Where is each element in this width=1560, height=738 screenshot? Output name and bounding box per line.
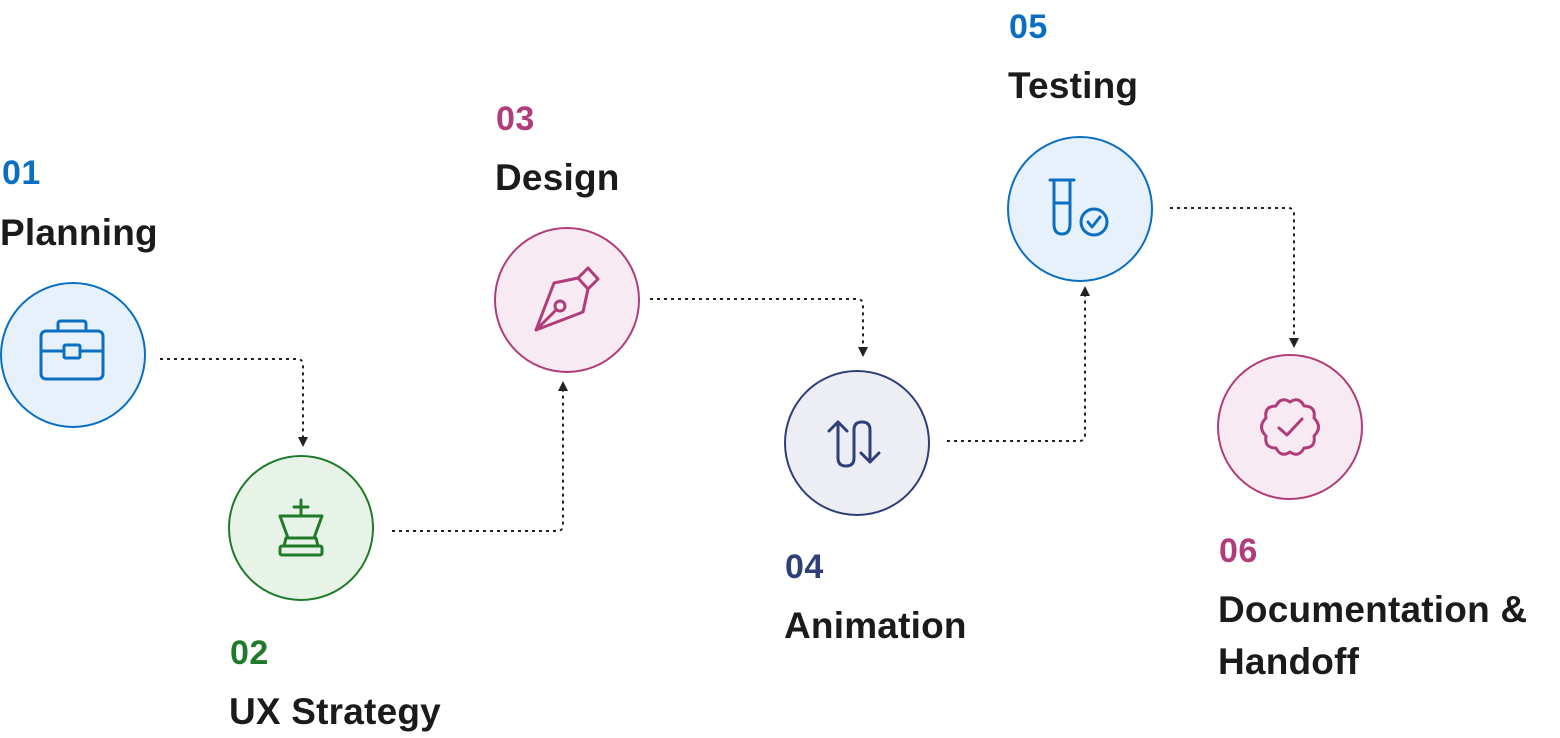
step-number-ux-strategy: 02	[230, 634, 269, 672]
step-title-planning: Planning	[0, 207, 158, 259]
step-title-line: Planning	[0, 212, 158, 253]
pen-nib-icon	[534, 266, 600, 332]
step-number-testing: 05	[1009, 8, 1048, 46]
step-title-ux-strategy: UX Strategy	[229, 686, 441, 738]
connector-planning-to-ux-strategy	[160, 358, 308, 447]
step-title-handoff: Documentation & Handoff	[1218, 584, 1527, 688]
step-number-planning: 01	[2, 154, 41, 192]
test-tube-check-icon	[1048, 178, 1109, 237]
step-title-line: Design	[495, 157, 620, 198]
step-planning-node	[0, 282, 146, 428]
step-title-line: Documentation &	[1218, 589, 1528, 630]
connector-testing-to-handoff	[1170, 207, 1299, 348]
step-title-line: Animation	[784, 605, 967, 646]
step-ux-strategy-node	[228, 455, 374, 601]
step-title-design: Design	[495, 152, 620, 204]
step-design-node	[494, 227, 640, 373]
step-number-design: 03	[496, 100, 535, 138]
transition-arrows-icon	[827, 420, 881, 468]
badge-check-icon	[1260, 398, 1320, 456]
step-title-line: Handoff	[1218, 641, 1360, 682]
step-title-line: UX Strategy	[229, 691, 441, 732]
chess-king-icon	[278, 498, 324, 557]
connector-ux-strategy-to-design	[392, 381, 568, 532]
step-number-animation: 04	[785, 548, 824, 586]
step-number-handoff: 06	[1219, 532, 1258, 570]
connector-animation-to-testing	[947, 286, 1090, 442]
step-title-testing: Testing	[1008, 60, 1138, 112]
briefcase-icon	[39, 319, 105, 381]
step-handoff-node	[1217, 354, 1363, 500]
connector-design-to-animation	[650, 298, 868, 357]
step-title-line: Testing	[1008, 65, 1139, 106]
connectors	[160, 207, 1299, 532]
step-animation-node	[784, 370, 930, 516]
step-title-animation: Animation	[784, 600, 967, 652]
step-testing-node	[1007, 136, 1153, 282]
